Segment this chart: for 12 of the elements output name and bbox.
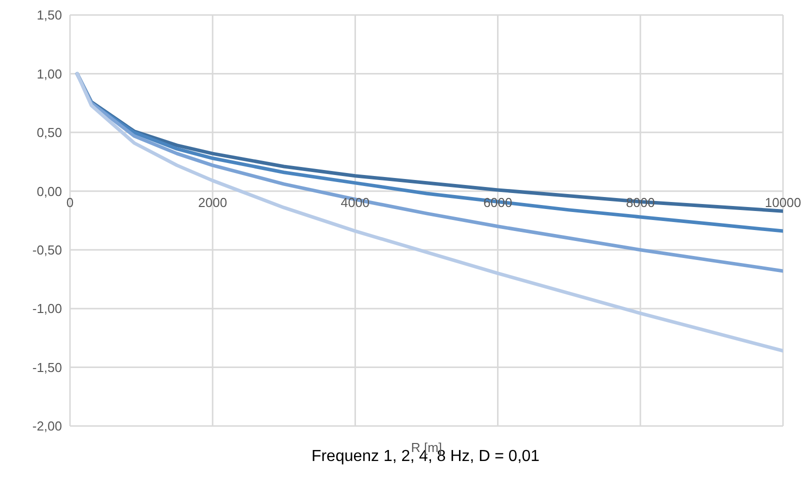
y-tick-label: 1,50 [36,8,62,23]
x-tick-label: 2000 [198,195,228,210]
y-tick-label: 1,00 [36,66,62,82]
y-tick-label: -2,00 [32,418,62,434]
y-tick-label: -1,50 [32,360,62,375]
x-tick-label: 8000 [626,195,655,210]
y-tick-label: 0,50 [36,125,62,140]
y-tick-label: 0,00 [36,184,62,199]
y-tick-label: -0,50 [32,242,62,258]
y-tick-label: -1,00 [32,301,62,316]
x-tick-label: 0 [66,195,74,210]
x-tick-label: 10000 [764,195,802,210]
